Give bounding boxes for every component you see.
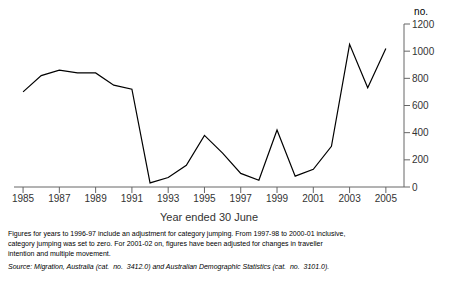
svg-text:1991: 1991 [121,193,144,204]
svg-text:800: 800 [412,73,429,84]
svg-text:1995: 1995 [193,193,216,204]
svg-text:600: 600 [412,100,429,111]
html-text:no.: no. [414,6,428,17]
svg-text:2001: 2001 [302,193,325,204]
svg-text:Year ended 30 June: Year ended 30 June [160,211,258,223]
svg-text:200: 200 [412,154,429,165]
svg-text:2003: 2003 [338,193,361,204]
svg-text:1989: 1989 [85,193,108,204]
svg-text:1000: 1000 [412,46,435,57]
svg-text:1997: 1997 [230,193,253,204]
svg-text:1993: 1993 [157,193,180,204]
svg-text:1200: 1200 [412,19,435,30]
svg-text:0: 0 [412,182,418,193]
html-text:Figures for years to 1996-97 i: Figures for years to 1996-97 include an … [8,230,346,237]
svg-text:1987: 1987 [48,193,71,204]
html-text:category jumping was set to ze: category jumping was set to zero. For 20… [8,240,323,247]
html-text:Source: Migration, Australia (: Source: Migration, Australia (cat. no. 3… [8,263,330,270]
svg-text:2005: 2005 [375,193,398,204]
svg-text:1985: 1985 [12,193,35,204]
svg-text:1999: 1999 [266,193,289,204]
svg-text:400: 400 [412,127,429,138]
html-text:intention and multiple movemen: intention and multiple movement. [8,250,111,257]
